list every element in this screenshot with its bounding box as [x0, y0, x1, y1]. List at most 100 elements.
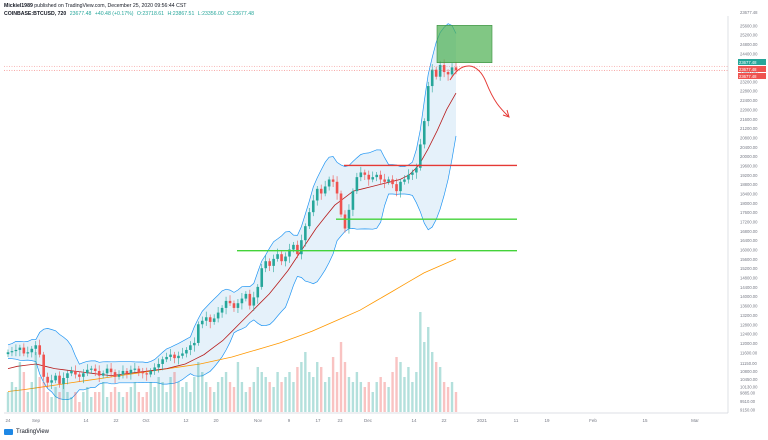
- price-label-text: 23677.48: [739, 60, 757, 65]
- brand-label: TradingView: [16, 429, 50, 435]
- volume-bar: [18, 362, 22, 412]
- volume-bar: [26, 392, 30, 412]
- y-tick-label: 17600.00: [740, 210, 758, 215]
- y-tick-label: 13200.00: [740, 313, 758, 318]
- y-tick-label: 22400.00: [740, 98, 758, 103]
- candle-body: [395, 184, 398, 192]
- candle-body: [89, 368, 93, 370]
- candle-body: [319, 188, 323, 194]
- candle-body: [411, 172, 414, 175]
- candle-body: [125, 370, 129, 374]
- candle-body: [419, 144, 422, 168]
- candle-body: [454, 67, 458, 71]
- volume-bar: [343, 362, 347, 412]
- volume-bar: [14, 387, 18, 412]
- candle-body: [78, 374, 81, 377]
- y-tick-label: 15600.00: [740, 257, 758, 262]
- candle-body: [438, 65, 442, 77]
- candle-body: [66, 373, 69, 378]
- tradingview-logo-icon: [4, 429, 13, 435]
- published-info: published on TradingView.com, December 2…: [34, 3, 187, 9]
- candle-body: [228, 300, 232, 304]
- close-value: C:23677.48: [227, 11, 255, 17]
- candle-body: [153, 367, 156, 371]
- volume-bar: [244, 392, 248, 412]
- candle-body: [133, 368, 137, 370]
- volume-bar: [30, 382, 33, 412]
- volume-bar: [121, 397, 125, 412]
- y-tick-label: 20400.00: [740, 145, 758, 150]
- volume-bar: [272, 387, 275, 412]
- volume-bar: [105, 397, 109, 412]
- volume-bar: [6, 392, 10, 412]
- candle-body: [208, 317, 212, 322]
- x-tick-label: 15: [642, 418, 648, 423]
- y-tick-label: 18000.00: [740, 201, 758, 206]
- y-tick-label: 25600.00: [740, 23, 758, 28]
- y-tick-label: 24400.00: [740, 51, 758, 56]
- publisher-name[interactable]: Mickiel1989: [4, 3, 33, 9]
- volume-bar: [141, 397, 144, 412]
- y-tick-label: 19200.00: [740, 173, 758, 178]
- y-tick-label: 22000.00: [740, 107, 758, 112]
- x-tick-label: Dec: [364, 418, 373, 423]
- volume-bar: [268, 382, 271, 412]
- y-tick-label: 10130.00: [740, 385, 758, 390]
- volume-bar: [169, 377, 172, 412]
- candle-body: [426, 86, 430, 122]
- candle-body: [327, 179, 331, 187]
- volume-bar: [185, 382, 188, 412]
- candle-body: [236, 303, 240, 308]
- candle-body: [300, 240, 303, 255]
- candle-body: [204, 317, 208, 321]
- x-tick-label: 23: [337, 418, 343, 423]
- volume-bar: [46, 392, 49, 412]
- candle-body: [30, 348, 34, 353]
- x-tick-label: 24: [5, 418, 11, 423]
- y-tick-label: 12800.00: [740, 322, 758, 327]
- candle-body: [256, 286, 260, 298]
- candle-body: [359, 172, 363, 178]
- volume-bar: [296, 367, 299, 412]
- candle-body: [18, 347, 22, 350]
- projection-arrow-head: [502, 109, 510, 118]
- candle-body: [339, 193, 343, 215]
- y-tick-label: 9510.00: [740, 399, 756, 404]
- y-tick-label: 22800.00: [740, 89, 758, 94]
- bollinger-band-fill: [8, 23, 456, 400]
- volume-bar: [260, 372, 263, 412]
- candle-body: [157, 363, 160, 368]
- candle-body: [10, 351, 14, 353]
- volume-bar: [58, 392, 61, 412]
- volume-bar: [383, 382, 386, 412]
- volume-bar: [228, 382, 232, 412]
- candle-body: [323, 186, 327, 194]
- volume-bar: [367, 382, 370, 412]
- volume-bar: [248, 387, 252, 412]
- x-tick-label: 12: [183, 418, 189, 423]
- volume-bar: [125, 392, 129, 412]
- volume-bar: [34, 352, 37, 412]
- volume-bar: [264, 377, 267, 412]
- candle-body: [422, 121, 426, 145]
- volume-bar: [316, 362, 319, 412]
- x-tick-label: Feb: [589, 418, 597, 423]
- volume-bar: [177, 382, 180, 412]
- candle-body: [38, 345, 42, 355]
- y-tick-label: 14400.00: [740, 285, 758, 290]
- candle-body: [335, 181, 339, 194]
- candle-body: [311, 200, 315, 213]
- volume-bar: [173, 372, 176, 412]
- candle-body: [97, 370, 101, 376]
- volume-bar: [391, 372, 394, 412]
- volume-bar: [252, 382, 256, 412]
- candle-body: [264, 261, 267, 269]
- candle-body: [391, 179, 394, 185]
- candle-body: [197, 324, 200, 343]
- volume-bar: [109, 392, 113, 412]
- tradingview-brand[interactable]: TradingView: [4, 429, 49, 435]
- volume-bar: [371, 392, 374, 412]
- volume-bar: [427, 327, 430, 412]
- volume-bar: [312, 377, 315, 412]
